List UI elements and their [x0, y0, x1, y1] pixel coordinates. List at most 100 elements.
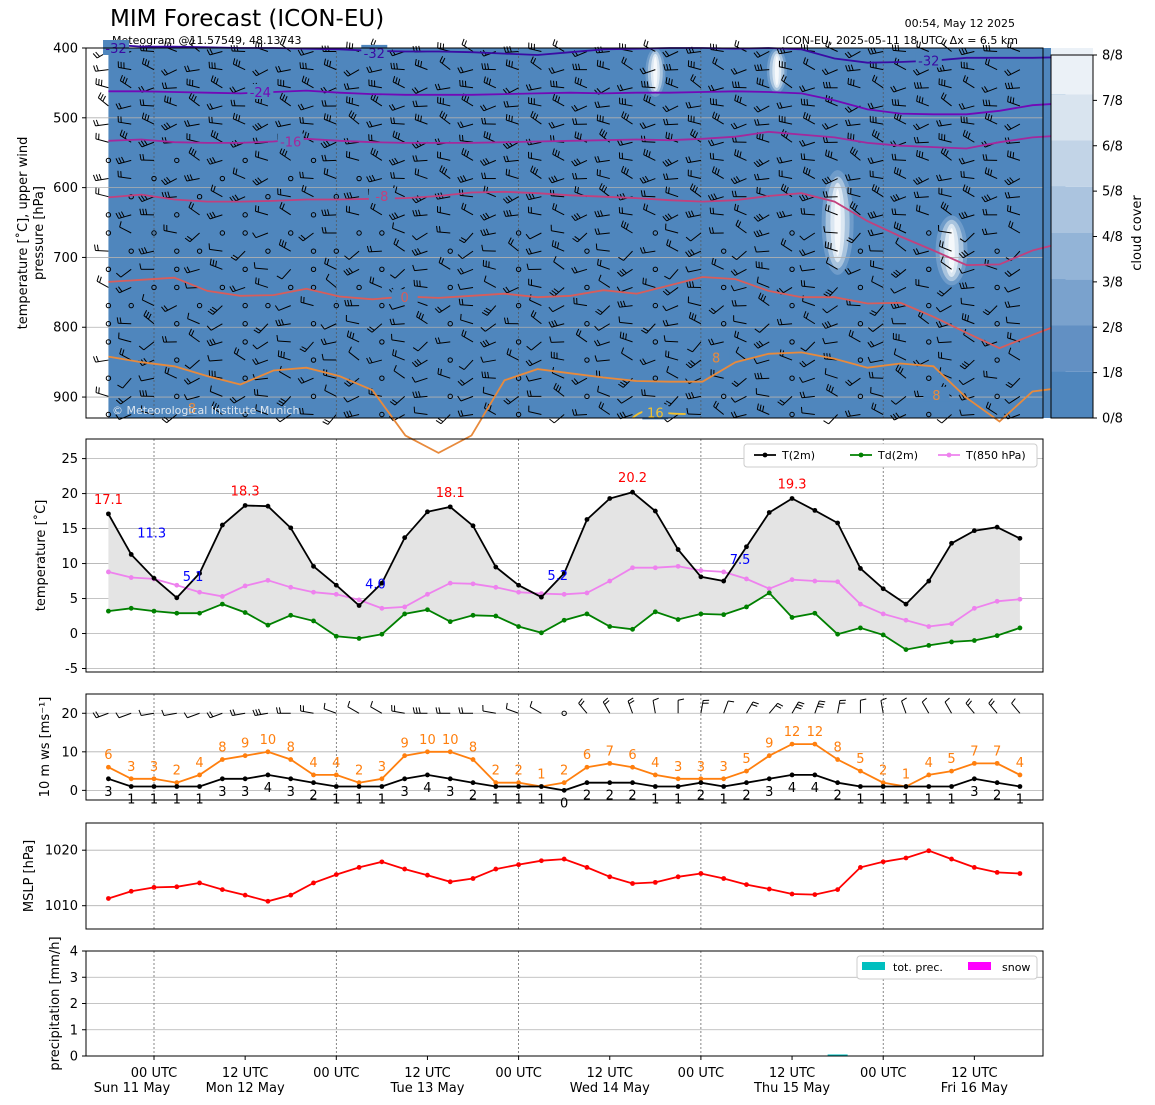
- wind-barb-shaft: [756, 377, 770, 380]
- wind-barb-shaft: [233, 352, 246, 361]
- speed-point: [630, 780, 635, 786]
- wind-barb-flag: [506, 317, 509, 324]
- wind-barb-flag: [417, 114, 420, 121]
- wind-barb-flag: [819, 700, 826, 703]
- wind-barb-shaft: [825, 123, 838, 130]
- wind-barb-shaft: [642, 86, 656, 89]
- td2m-line-point: [721, 612, 727, 618]
- wind-barb-flag: [229, 286, 234, 292]
- wind-barb-flag: [460, 176, 464, 182]
- wind-barb-flag: [754, 328, 760, 333]
- wind-barb-flag: [100, 93, 104, 100]
- wind-barb-flag: [301, 407, 304, 415]
- wind-barb-flag: [844, 269, 849, 275]
- wind-barb-flag: [604, 700, 610, 705]
- wind-barb-shaft: [414, 412, 428, 416]
- wind-barb-shaft: [369, 178, 383, 183]
- wind-barb-shaft: [530, 341, 542, 351]
- t2m-line-point: [698, 574, 704, 580]
- wind-barb-flag: [146, 114, 150, 122]
- wind-barb-flag: [210, 129, 214, 136]
- pressure-axis-label-line: pressure [hPa]: [32, 186, 47, 280]
- wind-barb-flag: [871, 275, 874, 282]
- wind-barb-flag: [438, 256, 442, 263]
- wind-barb-flag: [780, 183, 785, 190]
- wind-barb-flag: [326, 168, 329, 175]
- wind-barb-flag: [896, 168, 899, 175]
- wind-barb-flag: [868, 244, 871, 252]
- wind-barb-shaft: [348, 115, 360, 125]
- wind-barb-shaft: [392, 354, 405, 361]
- wind-barb-shaft: [723, 700, 729, 714]
- wind-barb-flag: [503, 317, 507, 324]
- wind-barb-flag: [780, 238, 784, 245]
- wind-barb-flag: [1004, 272, 1010, 277]
- wind-barb-shaft: [165, 178, 178, 186]
- wind-barb-flag: [685, 266, 689, 273]
- dewpoint-spread-area: [108, 492, 1020, 650]
- wind-barb-flag: [437, 83, 441, 90]
- wind-barb-flag: [138, 141, 143, 148]
- wind-barb-flag: [482, 340, 487, 347]
- calm-wind-circle: [196, 302, 203, 309]
- wind-barb-shaft: [348, 250, 360, 260]
- isotherm-label: -32: [364, 47, 385, 62]
- wind-barb-shaft: [665, 178, 679, 180]
- wind-barb-shaft: [460, 123, 474, 129]
- wind-barb-flag: [627, 697, 634, 702]
- wind-barb-shaft: [690, 79, 702, 89]
- wind-barb-shaft: [122, 377, 132, 389]
- colorbar-tick-label: 3/8: [1102, 275, 1123, 290]
- speed-point: [333, 784, 339, 789]
- t850-line-point: [766, 586, 772, 592]
- wind-barb-flag: [597, 101, 601, 108]
- wind-barb-shaft: [847, 192, 861, 198]
- wind-barb-shaft: [828, 287, 838, 298]
- wind-barb-flag: [368, 120, 373, 127]
- wind-barb-flag: [229, 709, 233, 716]
- wind-barb-flag: [901, 697, 907, 702]
- wind-barb-shaft: [643, 359, 656, 366]
- wind-barb-flag: [391, 213, 396, 219]
- isotherm-label: -32: [918, 55, 939, 70]
- wind-barb-shaft: [528, 196, 542, 201]
- wind-barb-flag: [275, 66, 279, 73]
- gust-value-label: 2: [560, 764, 568, 779]
- wind-barb-shaft: [347, 706, 360, 714]
- wind-barb-flag: [827, 289, 833, 294]
- wind-barb-flag: [985, 99, 988, 106]
- wind-barb-flag: [483, 275, 487, 282]
- wind-barb-shaft: [347, 395, 360, 403]
- wind-barb-shaft: [837, 700, 841, 714]
- wind-barb-shaft: [619, 157, 633, 161]
- wind-barb-shaft: [300, 177, 314, 180]
- wind-barb-flag: [276, 334, 279, 342]
- wind-barb-flag: [981, 228, 985, 235]
- speed-value-label: 2: [469, 789, 477, 804]
- wind-barb-flag: [602, 61, 604, 68]
- wind-barb-flag: [685, 236, 691, 242]
- t2m-line-point: [858, 566, 863, 571]
- wind-barb-flag: [616, 139, 621, 146]
- wind-barb-shaft: [1011, 702, 1021, 714]
- speed-point: [493, 784, 499, 789]
- wind-barb-flag: [528, 84, 532, 90]
- wind-barb-shaft: [368, 85, 382, 89]
- wind-barb-flag: [184, 364, 191, 369]
- gust-value-label: 8: [218, 741, 226, 756]
- wind-barb-shaft: [95, 392, 109, 397]
- wind-barb-flag: [939, 240, 942, 247]
- wind-barb-flag: [646, 81, 649, 88]
- wind-barb-shaft: [118, 338, 132, 343]
- wind-barb-shaft: [346, 211, 360, 216]
- colorbar-tick-label: 4/8: [1102, 230, 1123, 245]
- wind-barb-flag: [895, 193, 900, 200]
- speed-point: [858, 784, 863, 789]
- wind-barb-flag: [483, 130, 486, 138]
- wind-barb-flag: [576, 158, 581, 164]
- wind-barb-flag: [161, 70, 166, 76]
- wind-barb-shaft: [734, 123, 747, 130]
- calm-wind-circle: [994, 393, 1000, 400]
- min-temp-label: 7.5: [730, 553, 751, 568]
- wind-barb-flag: [505, 196, 511, 203]
